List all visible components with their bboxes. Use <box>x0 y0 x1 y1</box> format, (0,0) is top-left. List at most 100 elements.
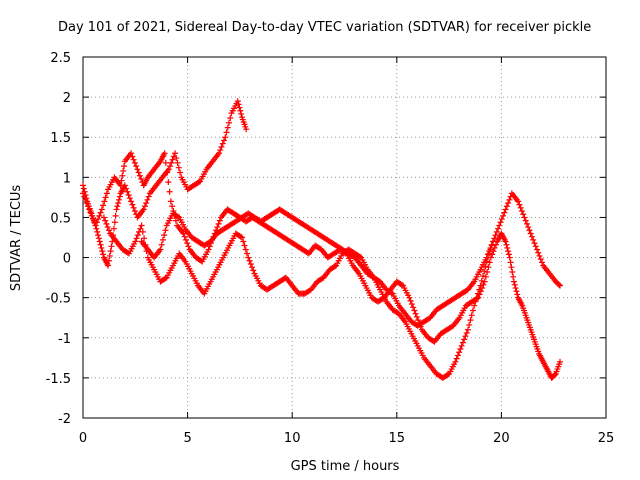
data-point <box>143 200 150 207</box>
data-point <box>493 228 500 235</box>
data-point <box>125 191 132 198</box>
data-point <box>488 241 495 248</box>
data-point <box>520 211 527 218</box>
data-point <box>224 124 231 131</box>
data-point <box>115 196 122 203</box>
data-point <box>473 294 480 301</box>
data-point <box>116 193 123 200</box>
x-axis-label: GPS time / hours <box>291 459 400 474</box>
data-point <box>238 110 245 117</box>
y-tick-label: -1 <box>58 332 71 347</box>
data-point <box>508 264 515 271</box>
data-point <box>131 208 138 215</box>
data-point <box>166 188 173 195</box>
data-point <box>250 267 257 274</box>
data-point <box>517 204 524 211</box>
data-point <box>181 233 188 240</box>
data-point <box>491 235 498 242</box>
data-point <box>96 212 103 219</box>
series-2 <box>80 98 250 269</box>
data-point <box>133 163 140 170</box>
data-point <box>138 222 145 229</box>
data-point <box>184 240 191 247</box>
data-point <box>412 310 419 317</box>
y-tick-label: 1.5 <box>50 131 71 146</box>
data-point <box>110 225 117 232</box>
y-tick-label: -2 <box>58 412 71 427</box>
data-point <box>98 244 105 251</box>
data-point <box>136 172 143 179</box>
data-point <box>530 236 537 243</box>
data-point <box>527 230 534 237</box>
data-point <box>141 235 148 242</box>
data-point <box>105 227 112 234</box>
data-point <box>132 238 139 245</box>
data-point <box>174 159 181 166</box>
data-point <box>159 236 166 243</box>
data-point <box>101 198 108 205</box>
data-point <box>135 169 142 176</box>
data-point <box>453 355 460 362</box>
data-point <box>485 251 492 258</box>
data-point <box>157 246 164 253</box>
data-point <box>106 252 113 259</box>
data-point <box>103 220 110 227</box>
data-point <box>134 166 141 173</box>
data-point <box>80 182 86 189</box>
data-point <box>536 252 543 259</box>
data-markers <box>80 98 563 381</box>
data-point <box>242 246 249 253</box>
data-point <box>182 236 189 243</box>
data-point <box>459 339 466 346</box>
data-point <box>452 358 459 365</box>
data-point <box>107 248 114 255</box>
axis-ticks: 0 5 10 15 20 25 -2 -1.5 -1 -0.5 0 0.5 1 1.5 2 2.5 <box>46 51 615 446</box>
data-point <box>481 268 488 275</box>
x-tick-label: 25 <box>598 431 615 446</box>
data-point <box>115 200 122 207</box>
data-point <box>165 179 172 186</box>
data-point <box>516 201 523 208</box>
data-point <box>130 156 137 163</box>
data-point <box>126 195 133 202</box>
data-point <box>167 198 174 205</box>
data-point <box>467 317 474 324</box>
data-point <box>133 235 140 242</box>
data-point <box>246 257 253 264</box>
data-point <box>144 196 151 203</box>
data-point <box>413 313 420 320</box>
data-point <box>141 203 148 210</box>
chart-title: Day 101 of 2021, Sidereal Day-to-day VTE… <box>58 20 591 35</box>
data-point <box>102 217 109 224</box>
x-tick-label: 15 <box>389 431 406 446</box>
data-point <box>94 228 101 235</box>
data-point <box>444 371 451 378</box>
data-point <box>503 241 510 248</box>
data-point <box>240 238 247 245</box>
data-point <box>410 304 417 311</box>
data-point <box>128 150 135 157</box>
data-point <box>215 220 222 227</box>
data-point <box>216 217 223 224</box>
data-point <box>237 107 244 114</box>
data-point <box>510 273 517 280</box>
data-point <box>114 203 121 210</box>
data-point <box>165 166 172 173</box>
data-point <box>247 260 254 267</box>
data-point <box>458 342 465 349</box>
data-point <box>480 281 487 288</box>
data-point <box>411 307 418 314</box>
data-point <box>215 150 222 157</box>
data-point <box>244 250 251 257</box>
data-point <box>112 212 119 219</box>
data-point <box>100 251 107 258</box>
data-point <box>103 190 110 197</box>
data-point <box>121 163 128 170</box>
data-point <box>120 167 127 174</box>
data-point <box>83 195 90 202</box>
data-point <box>169 156 176 163</box>
data-point <box>512 285 519 292</box>
data-point <box>528 233 535 240</box>
data-point <box>504 244 511 251</box>
